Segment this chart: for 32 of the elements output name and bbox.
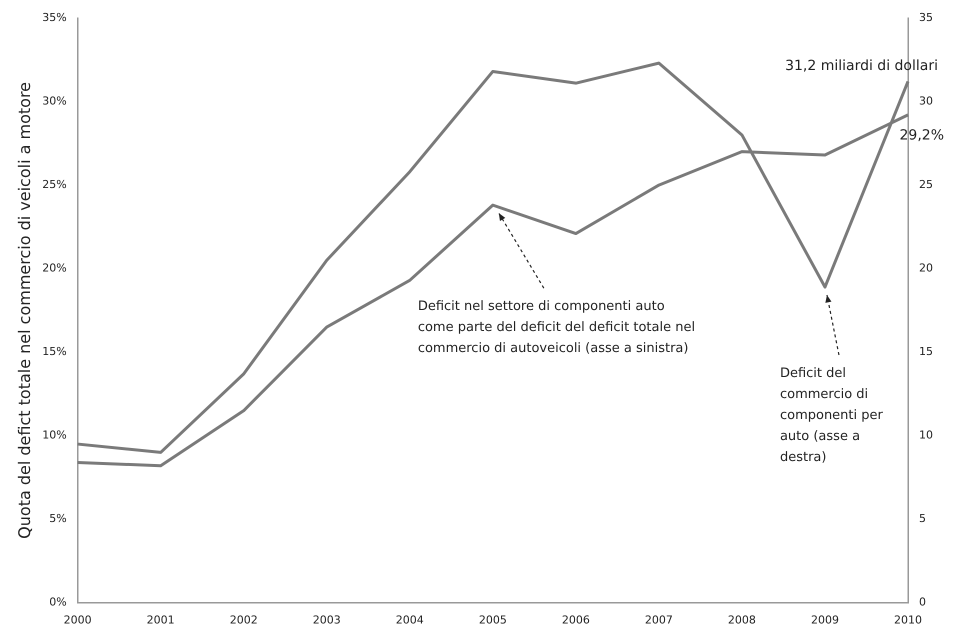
x-tick-label: 2000	[64, 613, 92, 626]
y-tick-label: 15%	[42, 345, 67, 358]
x-tick-label: 2006	[562, 613, 590, 626]
x-tick-label: 2008	[728, 613, 756, 626]
y2-tick-label: 35	[919, 10, 934, 24]
y-tick-label: 0%	[49, 596, 67, 609]
data-label: 29,2%	[900, 128, 944, 144]
y2-tick-label: 10	[919, 428, 934, 442]
y-tick-label: 5%	[49, 512, 67, 526]
x-tick-label: 2004	[396, 613, 424, 626]
y2-tick-label: 0	[919, 596, 926, 609]
annotation: Deficit nel settore di componenti auto come parte del deficit del deficit totale nel commercio di autoveicoli (asse a sinistra)	[418, 299, 696, 356]
y-tick-label: 25%	[42, 178, 67, 191]
y-tick-label: 30%	[42, 94, 67, 108]
y-tick-label: 10%	[42, 428, 67, 442]
x-tick-label: 2010	[894, 613, 922, 626]
x-tick-label: 2009	[810, 613, 839, 626]
x-tick-label: 2007	[644, 613, 673, 626]
y2-tick-label: 25	[919, 178, 934, 191]
y2-tick-label: 30	[919, 94, 934, 108]
x-tick-label: 2001	[146, 613, 175, 626]
y2-tick-label: 20	[919, 261, 934, 274]
x-tick-label: 2002	[230, 613, 258, 626]
x-tick-label: 2005	[478, 613, 507, 626]
y2-tick-label: 15	[919, 345, 934, 358]
x-tick-label: 2003	[312, 613, 341, 626]
y-tick-label: 35%	[42, 10, 67, 24]
annotation: Deficit del commercio di componenti per auto (asse a destra)	[780, 366, 884, 465]
y-tick-label: 20%	[42, 261, 67, 274]
y-axis-title: Quota del defict totale nel commercio di veicoli a motore	[14, 82, 34, 539]
data-label: 31,2 miliardi di dollari	[785, 58, 938, 74]
y2-tick-label: 5	[919, 512, 926, 526]
